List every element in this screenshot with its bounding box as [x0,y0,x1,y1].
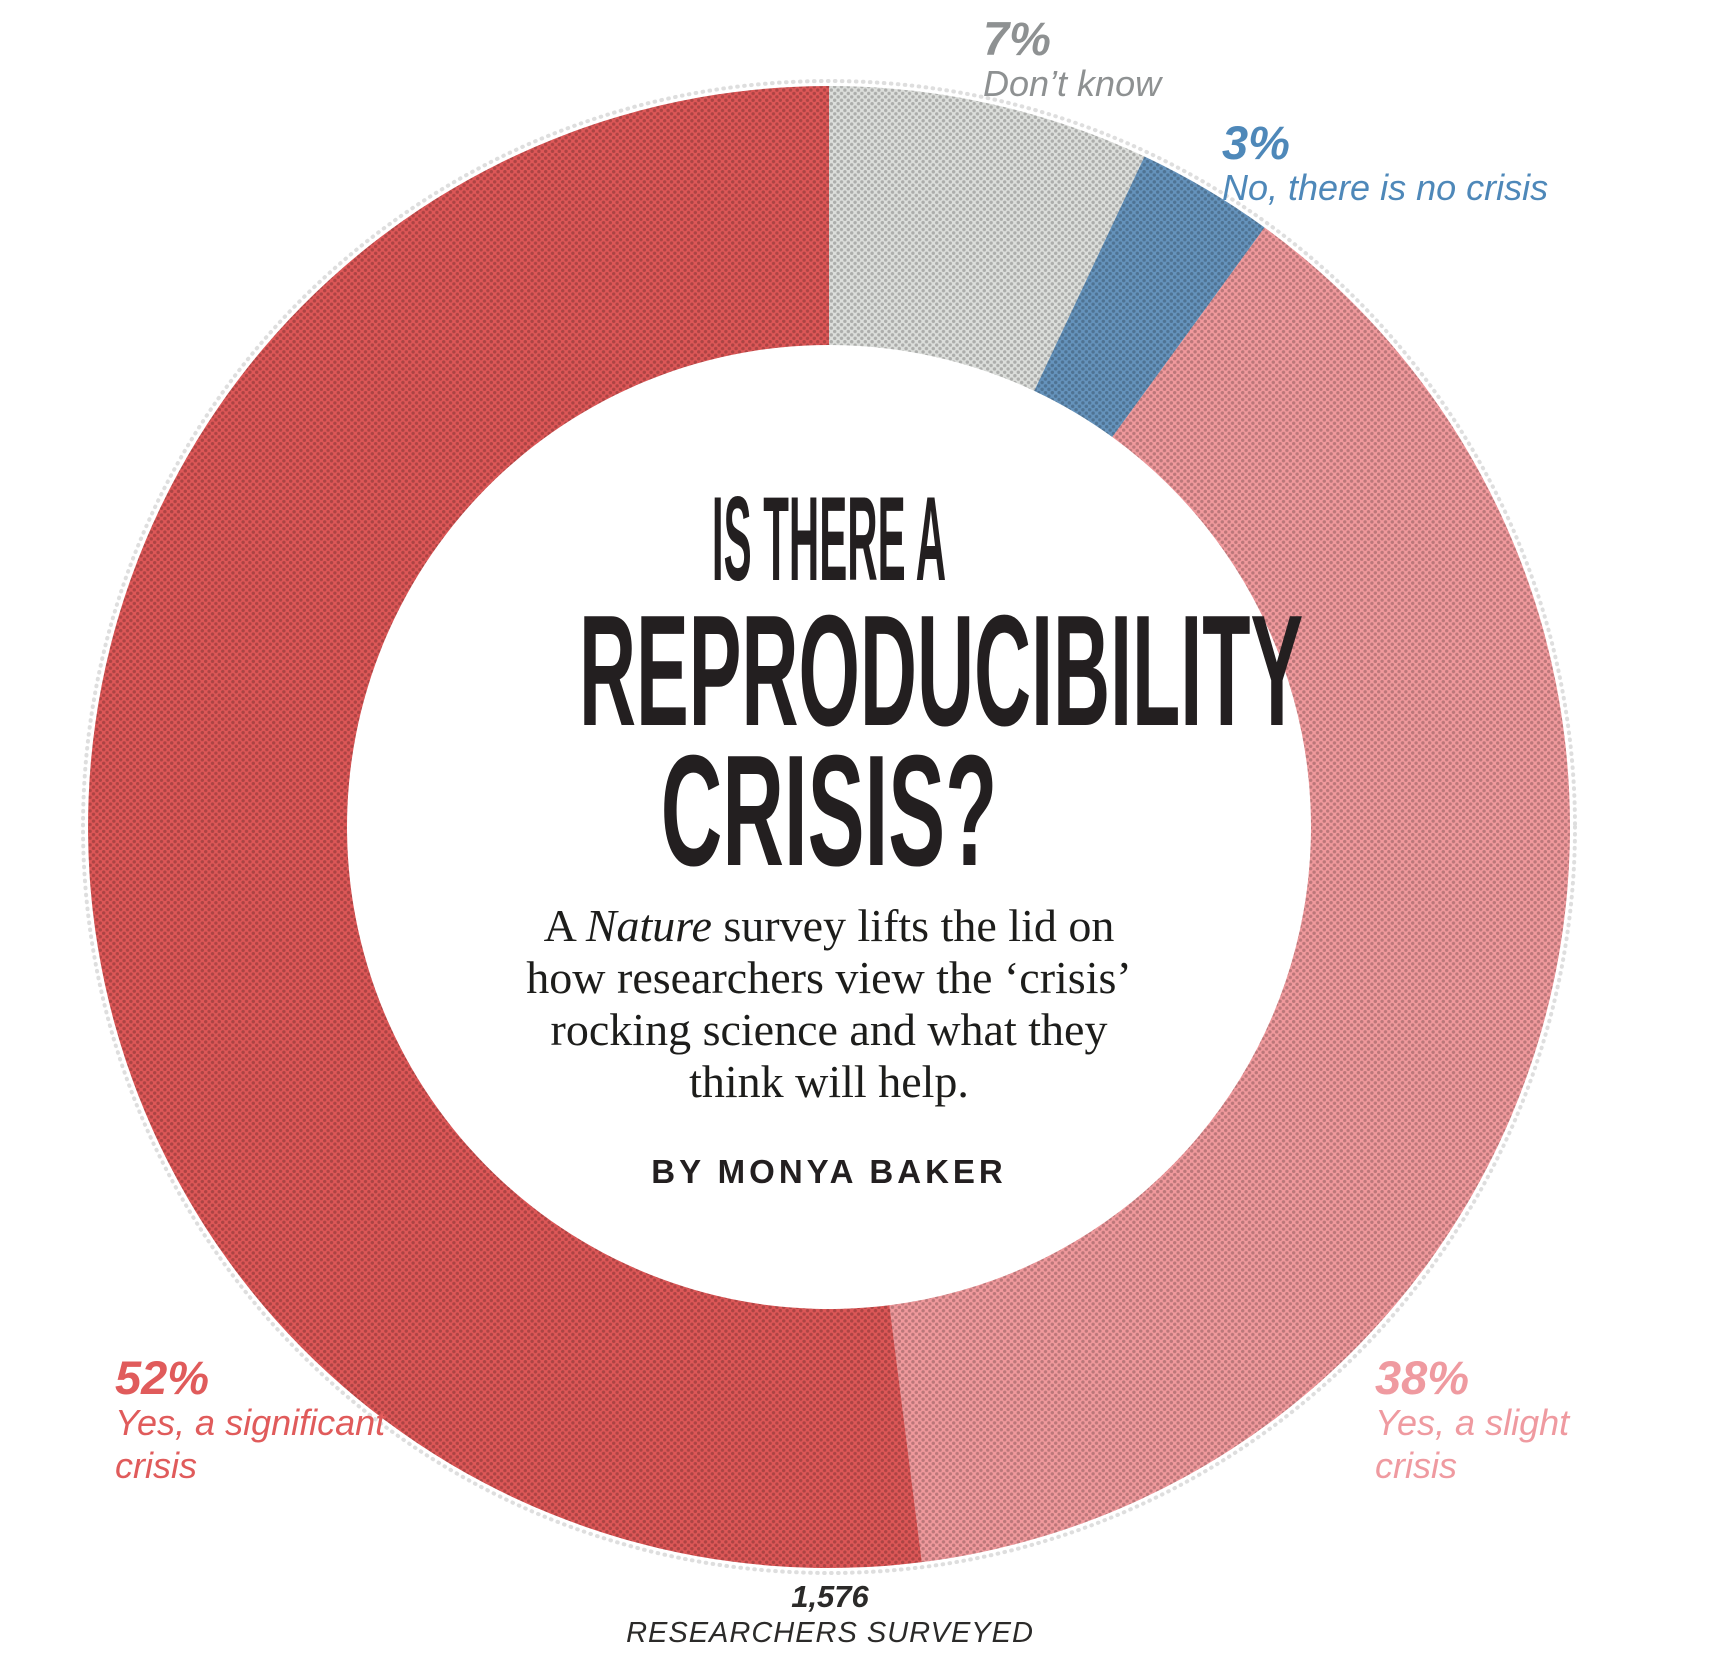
segment-slight-halftone-texture [889,227,1571,1563]
chart-title-line-2: REPRODUCIBILITY [579,583,1304,759]
dont-know-percent: 7% [983,12,1051,65]
sample-size-note: 1,576 RESEARCHERS SURVEYED [530,1578,1130,1651]
subtitle-line4: think will help. [689,1056,969,1107]
subtitle-line3: rocking science and what they [550,1004,1108,1055]
donut-segments [88,86,1571,1569]
respondent-label: RESEARCHERS SURVEYED [626,1617,1034,1650]
no-crisis-percent: 3% [1222,116,1290,169]
no-crisis-label: No, there is no crisis [1222,167,1549,209]
halo-ring [81,79,1577,1575]
significant-label-line2: crisis [115,1444,197,1486]
dont-know-label: Don’t know [983,63,1162,105]
callout-dont-know: 7% Don’t know [983,14,1161,106]
respondent-count: 1,576 [791,1579,869,1614]
chart-title-line-3: CRISIS? [660,723,998,899]
subtitle-line1-rest: survey lifts the lid on [711,900,1115,951]
slight-percent: 38% [1375,1351,1470,1404]
byline: BY MONYA BAKER [651,1153,1007,1190]
callout-slight-crisis: 38% Yes, a slight crisis [1375,1353,1569,1487]
chart-title-line-1: IS THERE A [711,472,947,606]
significant-label-line1: Yes, a significant [115,1402,386,1444]
subtitle-line1-prefix: A [543,900,586,951]
callout-significant-crisis: 52% Yes, a significant crisis [115,1353,385,1487]
slight-label-line1: Yes, a slight [1375,1402,1570,1444]
segment-no-crisis-halftone-texture [1034,156,1265,438]
callout-no-crisis: 3% No, there is no crisis [1222,118,1548,210]
significant-percent: 52% [115,1351,210,1404]
nature-journal-name: Nature [585,900,712,951]
segment-significant-halftone-texture [88,86,922,1569]
chart-subtitle: A Nature survey lifts the lid on how res… [329,900,1329,1108]
segment-dont-know-halftone-texture [829,86,1145,391]
slight-label-line2: crisis [1375,1444,1457,1486]
subtitle-line2: how researchers view the ‘crisis’ [526,952,1132,1003]
